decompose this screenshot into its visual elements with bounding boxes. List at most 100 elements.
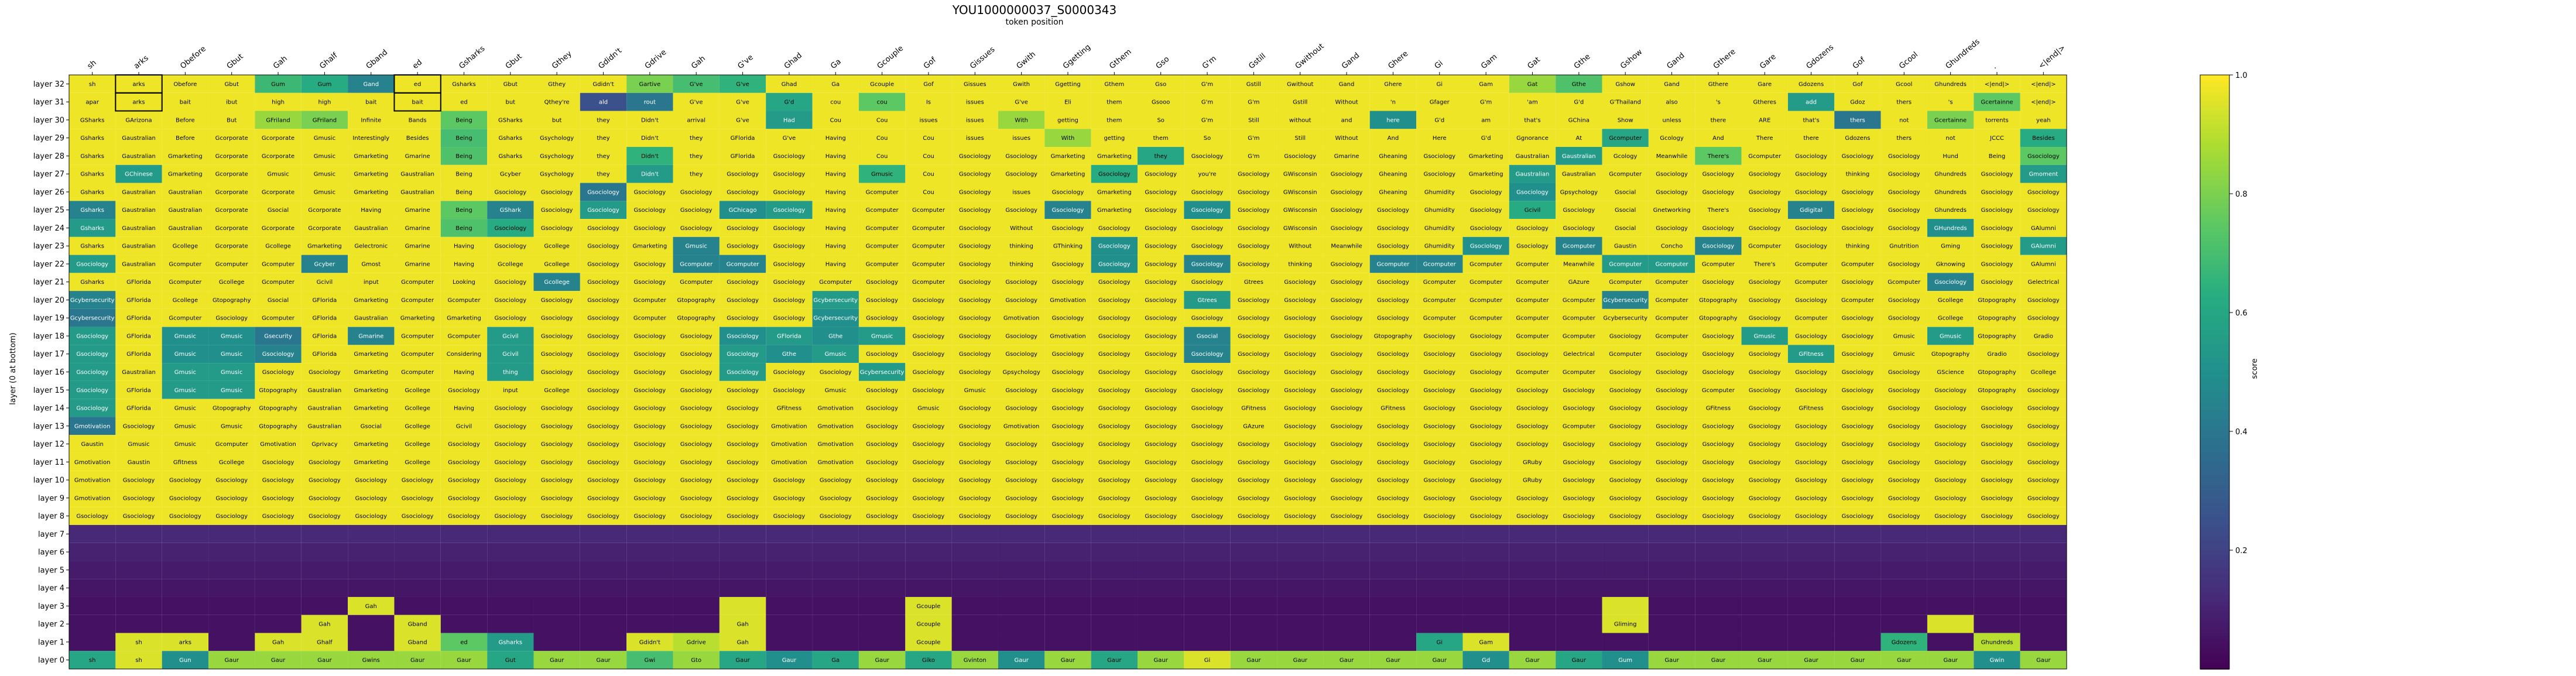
cell-label: Gsociology (634, 333, 666, 339)
cell-label: Gmusic (174, 387, 196, 394)
heatmap-cell (1695, 327, 1742, 345)
heatmap-cell (1323, 236, 1370, 255)
cell-label: Gsociology (1563, 387, 1595, 394)
cell-label: GFlorida (126, 406, 151, 412)
cell-label: GFriland (313, 117, 337, 123)
heatmap-cell (1648, 92, 1695, 111)
heatmap-cell (162, 219, 209, 237)
heatmap-cell (1462, 273, 1509, 291)
heatmap-cell (1695, 201, 1742, 219)
heatmap-cell (115, 524, 162, 543)
heatmap-cell (440, 129, 488, 147)
heatmap-cell (1787, 183, 1835, 201)
heatmap-cell (1416, 129, 1463, 147)
colorbar-label: score (2250, 359, 2259, 379)
heatmap-cell (1927, 219, 1974, 237)
heatmap-cell (1648, 129, 1695, 147)
cell-label: GFitness (1799, 406, 1823, 412)
heatmap-cell (1184, 129, 1231, 147)
cell-label: Still (1248, 117, 1259, 123)
cell-label: Gsociology (1145, 243, 1177, 250)
cell-label: Gsociology (1284, 406, 1316, 412)
cell-label: Gsociology (1331, 171, 1363, 178)
heatmap-cell (208, 363, 255, 381)
cell-label: Gsociology (1888, 423, 1920, 430)
heatmap-cell (255, 273, 302, 291)
cell-label: Gsociology (1795, 423, 1827, 430)
cell-label: Gcomputer (1563, 369, 1596, 376)
cell-label: Gsociology (727, 387, 759, 394)
heatmap-cell (1648, 596, 1695, 615)
cell-label: Gsociology (1423, 513, 1455, 520)
cell-label: Gcomputer (1423, 297, 1457, 304)
cell-label: Gsociology (1284, 315, 1316, 322)
cell-label: Cou (923, 153, 934, 160)
y-tick-label: layer 15 (33, 386, 64, 395)
heatmap-cell (1648, 236, 1695, 255)
heatmap-cell (69, 92, 116, 111)
cell-label: Gaur (1804, 657, 1818, 664)
cell-label: Gsociology (1656, 423, 1688, 430)
heatmap-cell (858, 327, 906, 345)
heatmap-cell (208, 596, 255, 615)
cell-label: Gshow (1615, 81, 1635, 88)
cell-label: Gsociology (1888, 459, 1920, 466)
heatmap-cell (348, 579, 395, 597)
cell-label: Gsociology (76, 369, 108, 376)
heatmap-cell (533, 524, 580, 543)
cell-label: Gsociology (1423, 351, 1455, 358)
cell-label: Ghumidity (1424, 189, 1455, 195)
cell-label: Gsociology (634, 189, 666, 195)
cell-label: Gah (737, 622, 748, 628)
heatmap-cell (1091, 236, 1138, 255)
heatmap-cell (1044, 219, 1091, 237)
cell-label: Gvinton (964, 657, 986, 664)
heatmap-cell (1509, 147, 1556, 165)
heatmap-cell (1369, 201, 1417, 219)
cell-label: Gsharks (499, 153, 523, 160)
cell-label: GSharks (498, 117, 523, 123)
heatmap-cell (1323, 524, 1370, 543)
heatmap-cell (255, 219, 302, 237)
cell-label: Gaur (1664, 657, 1679, 664)
cell-label: Gsociology (1749, 225, 1781, 232)
cell-label: Gsociology (1331, 261, 1363, 267)
heatmap-cell (1787, 345, 1835, 363)
cell-label: Gsociology (1516, 406, 1549, 412)
heatmap-cell (1602, 327, 1649, 345)
heatmap-cell (533, 273, 580, 291)
heatmap-cell (1880, 75, 1927, 93)
heatmap-cell (1648, 561, 1695, 579)
cell-label: Gsociology (1609, 387, 1642, 394)
cell-label: Gcybersecurity (813, 315, 858, 322)
cell-label: Infinite (361, 117, 381, 123)
heatmap-cell (580, 129, 627, 147)
cell-label: Gsociology (1749, 495, 1781, 502)
y-tick-label: layer 28 (33, 152, 64, 161)
cell-label: Gsociology (1470, 478, 1502, 484)
cell-label: Gsociology (1703, 351, 1735, 358)
cell-label: Gsociology (2027, 207, 2060, 214)
cell-label: GFlorida (313, 297, 337, 304)
cell-label: Gtopography (213, 297, 251, 304)
heatmap-cell (1602, 164, 1649, 183)
cell-label: GFitness (1241, 406, 1266, 412)
cell-label: Gsociology (1981, 495, 2013, 502)
cell-label: Gsociology (634, 225, 666, 232)
heatmap-cell (812, 291, 859, 309)
cell-label: bait (365, 99, 376, 106)
cell-label: Gsociology (1145, 387, 1177, 394)
heatmap-cell (1277, 345, 1324, 363)
cell-label: Gaustralian (122, 207, 156, 214)
cell-label: Gband (408, 639, 427, 646)
heatmap-cell (1462, 183, 1509, 201)
heatmap-cell (301, 201, 348, 219)
heatmap-cell (1880, 92, 1927, 111)
cell-label: without (1289, 117, 1311, 123)
heatmap-cell (1230, 219, 1277, 237)
heatmap-cell (348, 255, 395, 273)
cell-label: Gtopography (1978, 315, 2016, 322)
cell-label: Gsociology (1005, 171, 1037, 178)
heatmap-cell (1834, 524, 1881, 543)
cell-label: Ghumidity (1424, 207, 1455, 214)
